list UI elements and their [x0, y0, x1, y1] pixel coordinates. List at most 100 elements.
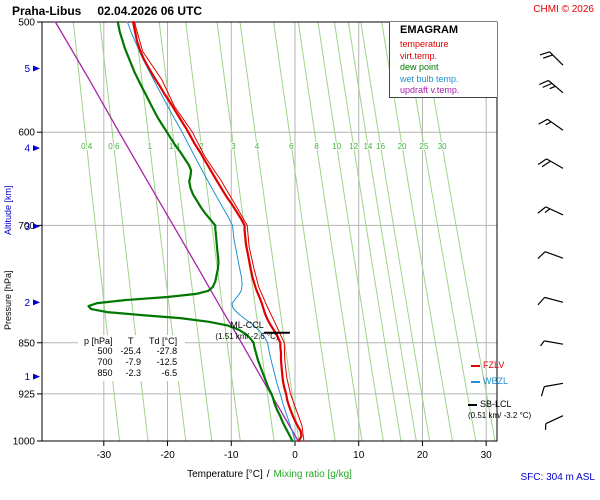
surface-elevation-label: SFC: 304 m ASL — [520, 472, 595, 483]
fzlv-marker-dash — [471, 364, 480, 367]
mixing-ratio-line — [185, 21, 241, 442]
table-header-dewpoint: Td [°C] — [149, 336, 178, 346]
mixing-ratio-label: 16 — [376, 142, 385, 151]
mixing-ratio-line — [273, 21, 336, 442]
mixing-ratio-label: 0.4 — [81, 142, 93, 151]
wind-barb-icon — [537, 206, 564, 216]
curve-temperature — [132, 20, 303, 443]
wind-barb-line — [546, 158, 564, 169]
curve-virt_temp — [133, 21, 305, 442]
sblcl-annotation: SB-LCL (0.51 km/ -3.2 °C) — [468, 399, 531, 421]
fzlv-label: FZLV — [483, 360, 505, 370]
legend-item-dew-point: dew point — [400, 62, 439, 72]
pressure-tick-label: 700 — [18, 221, 35, 232]
pressure-tick-label: 850 — [18, 338, 35, 349]
plot-frame — [41, 21, 498, 442]
mixing-ratio-label: 0.6 — [108, 142, 120, 151]
table-row: 500 -25.4 -27.8 — [80, 346, 181, 357]
mixing-ratio-line — [360, 21, 431, 442]
altitude-arrow-icon — [33, 223, 40, 230]
mixing-ratio-label: 1 — [147, 142, 152, 151]
mixing-ratio-line — [99, 21, 149, 442]
wind-barb-line — [544, 208, 551, 214]
wind-barb-line — [545, 206, 564, 216]
sounding-datetime: 02.04.2026 06 UTC — [97, 4, 203, 18]
mixing-ratio-line — [317, 21, 384, 442]
altitude-tick-label: 2 — [24, 298, 30, 309]
wind-barb-line — [549, 85, 556, 90]
table-header-temp: T — [128, 336, 134, 346]
pressure-tick-label: 600 — [18, 128, 35, 139]
altitude-arrow-icon — [33, 65, 40, 72]
copyright-label: CHMI © 2026 — [533, 4, 594, 15]
mlccl-annotation: ML-CCL (1.51 km/ -2.6 °C) — [202, 320, 292, 342]
wind-barb-icon — [537, 251, 564, 260]
altitude-tick-label: 3 — [24, 222, 30, 233]
wind-barb-line — [547, 118, 564, 131]
fzlv-annotation: FZLV — [471, 360, 504, 370]
pressure-axis-label: Pressure [hPa] — [3, 270, 13, 330]
wbzl-marker-dash — [471, 380, 480, 383]
x-axis-title: Temperature [°C] / Mixing ratio [g/kg] — [42, 469, 497, 480]
mixing-ratio-line — [134, 21, 187, 442]
table-row: 700 -7.9 -12.5 — [80, 357, 181, 368]
mixing-ratio-line — [297, 21, 363, 442]
mixing-ratio-label: 4 — [255, 142, 260, 151]
wind-barb-icon — [544, 415, 564, 430]
wind-barb-line — [540, 340, 545, 347]
mixing-ratio-label: 2 — [199, 142, 204, 151]
wind-barb-line — [537, 206, 547, 214]
axis-label-separator: / — [266, 469, 270, 480]
wind-barb-line — [543, 54, 553, 59]
wbzl-annotation: WBZL — [471, 376, 508, 386]
table-cell: -6.5 — [161, 368, 178, 378]
wind-barb-line — [544, 296, 564, 303]
wind-barb-icon — [540, 340, 564, 347]
mixing-ratio-label: 25 — [420, 142, 429, 151]
wind-barb-line — [549, 51, 564, 66]
table-cell: -25.4 — [120, 346, 142, 356]
temp-tick-label: 20 — [417, 450, 429, 461]
temp-tick-label: 30 — [481, 450, 493, 461]
temp-tick-label: 0 — [292, 450, 298, 461]
wind-barb-line — [548, 80, 564, 94]
mixing-ratio-line — [381, 21, 453, 442]
mixing-ratio-label: 30 — [438, 142, 447, 151]
pressure-tick-label: 925 — [18, 389, 35, 400]
temp-tick-label: -20 — [160, 450, 175, 461]
mixing-ratio-label: 3 — [231, 142, 236, 151]
mixing-ratio-label: 6 — [289, 142, 294, 151]
mlccl-values: (1.51 km/ -2.6 °C) — [215, 332, 279, 341]
mixing-ratio-label: 8 — [314, 142, 319, 151]
mixing-ratio-line — [158, 21, 213, 442]
wind-barb-line — [537, 296, 546, 306]
mixing-ratio-label: 10 — [332, 142, 341, 151]
wbzl-label: WBZL — [483, 376, 509, 386]
wind-barb-line — [541, 160, 551, 168]
temp-tick-label: -30 — [97, 450, 112, 461]
table-cell: -7.9 — [125, 357, 142, 367]
station-name: Praha-Libus — [12, 4, 82, 18]
temp-tick-label: 10 — [353, 450, 365, 461]
legend-box: EMAGRAM temperature virt.temp. dew point… — [389, 22, 497, 98]
altitude-arrow-icon — [33, 299, 40, 306]
altitude-tick-label: 5 — [24, 64, 30, 75]
mixing-ratio-label: 1.4 — [169, 142, 181, 151]
mixing-ratio-line — [347, 21, 417, 442]
wind-barb-line — [545, 415, 564, 425]
altitude-arrow-icon — [33, 145, 40, 152]
mixing-ratio-line — [420, 21, 496, 442]
wind-barb-line — [544, 382, 564, 388]
altitude-tick-label: 4 — [24, 144, 30, 155]
altitude-tick-label: 1 — [24, 372, 30, 383]
wind-barb-line — [544, 251, 564, 259]
wind-barb-icon — [538, 118, 564, 131]
wind-barb-icon — [540, 382, 564, 397]
wind-barb-line — [544, 340, 564, 345]
curve-wetbulb — [126, 21, 296, 442]
mixing-ratio-line — [72, 21, 121, 442]
pressure-tick-label: 500 — [18, 18, 35, 29]
wind-barb-icon — [538, 79, 564, 94]
wind-barb-icon — [537, 296, 564, 306]
